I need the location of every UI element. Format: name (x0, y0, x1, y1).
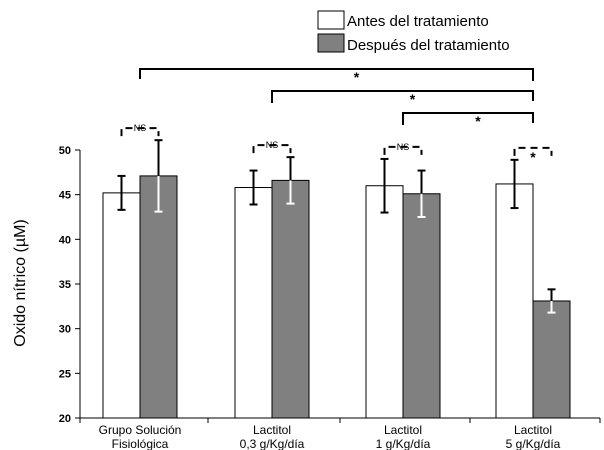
legend-swatch-antes (317, 10, 345, 30)
y-tick-label: 25 (59, 368, 71, 380)
bar-antes (102, 192, 141, 419)
y-tick-label: 35 (59, 279, 71, 291)
within-group-label: * (530, 149, 536, 165)
bar-antes (495, 183, 534, 419)
within-group-bracket (120, 127, 160, 137)
within-group-bracket (252, 144, 292, 154)
y-tick-label: 20 (59, 413, 71, 425)
y-tick-label: 50 (59, 145, 71, 157)
chart-marks (75, 68, 601, 423)
legend-label-antes: Antes del tratamiento (347, 13, 489, 30)
legend-label-despues: Después del tratamiento (347, 37, 510, 54)
legend: Antes del tratamiento Después del tratam… (317, 10, 510, 54)
between-group-bracket (402, 112, 534, 125)
bar-despues (532, 300, 571, 419)
bar-despues (402, 193, 441, 419)
category-label-line2: 1 g/Kg/día (376, 437, 431, 450)
bar-antes (234, 187, 273, 419)
within-group-bracket (513, 146, 553, 156)
category-label-line2: 5 g/Kg/día (506, 437, 561, 450)
y-tick-label: 40 (59, 234, 71, 246)
category-label-line1: Lactitol (253, 423, 291, 437)
between-group-label: * (475, 113, 481, 129)
y-tick-label: 30 (59, 324, 71, 336)
between-group-label: * (354, 69, 360, 85)
category-label-line2: Fisiológica (112, 437, 169, 450)
between-group-bracket (271, 90, 534, 103)
within-group-bracket (383, 145, 423, 155)
category-label-line1: Grupo Solución (99, 423, 182, 437)
y-tick-label: 45 (59, 190, 71, 202)
bar-despues (139, 175, 178, 419)
category-label-line1: Lactitol (384, 423, 422, 437)
between-group-label: * (410, 91, 416, 107)
bar-despues (271, 179, 310, 419)
bar-antes (365, 185, 404, 419)
legend-swatch-despues (317, 33, 345, 53)
between-group-bracket (139, 68, 534, 81)
category-label-line2: 0,3 g/Kg/día (240, 437, 305, 450)
category-label-line1: Lactitol (514, 423, 552, 437)
y-axis-label: Oxido nítrico (µM) (12, 219, 29, 346)
